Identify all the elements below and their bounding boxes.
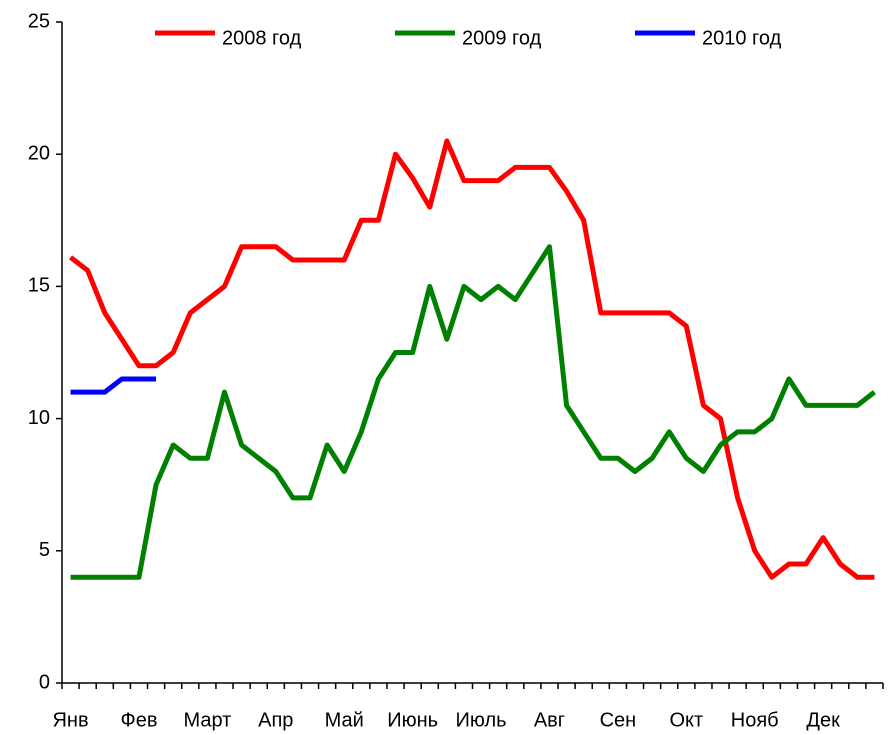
line-series bbox=[69, 138, 875, 580]
x-tick-label: Янв bbox=[52, 709, 88, 731]
y-tick-label: 0 bbox=[39, 671, 50, 693]
x-tick-label: Нояб bbox=[731, 709, 779, 731]
y-tick-label: 15 bbox=[28, 275, 50, 297]
x-tick-label: Май bbox=[325, 709, 364, 731]
legend-label: 2008 год bbox=[222, 27, 302, 49]
y-tick-label: 10 bbox=[28, 407, 50, 429]
line-series bbox=[70, 244, 876, 580]
x-tick-label: Март bbox=[183, 709, 231, 731]
x-tick-label: Окт bbox=[669, 709, 703, 731]
x-tick-label: Апр bbox=[258, 709, 293, 731]
x-tick-label: Авг bbox=[534, 709, 565, 731]
x-tick-label: Дек bbox=[806, 709, 840, 731]
x-tick-label: Фев bbox=[120, 709, 157, 731]
legend-label: 2009 год bbox=[462, 27, 542, 49]
y-tick-label: 5 bbox=[39, 539, 50, 561]
line-series bbox=[70, 376, 157, 395]
x-tick-label: Июль bbox=[456, 709, 507, 731]
y-tick-label: 20 bbox=[28, 142, 50, 164]
y-tick-label: 25 bbox=[28, 10, 50, 32]
x-tick-label: Сен bbox=[600, 709, 637, 731]
x-tick-label: Июнь bbox=[387, 709, 438, 731]
legend-label: 2010 год bbox=[702, 27, 782, 49]
